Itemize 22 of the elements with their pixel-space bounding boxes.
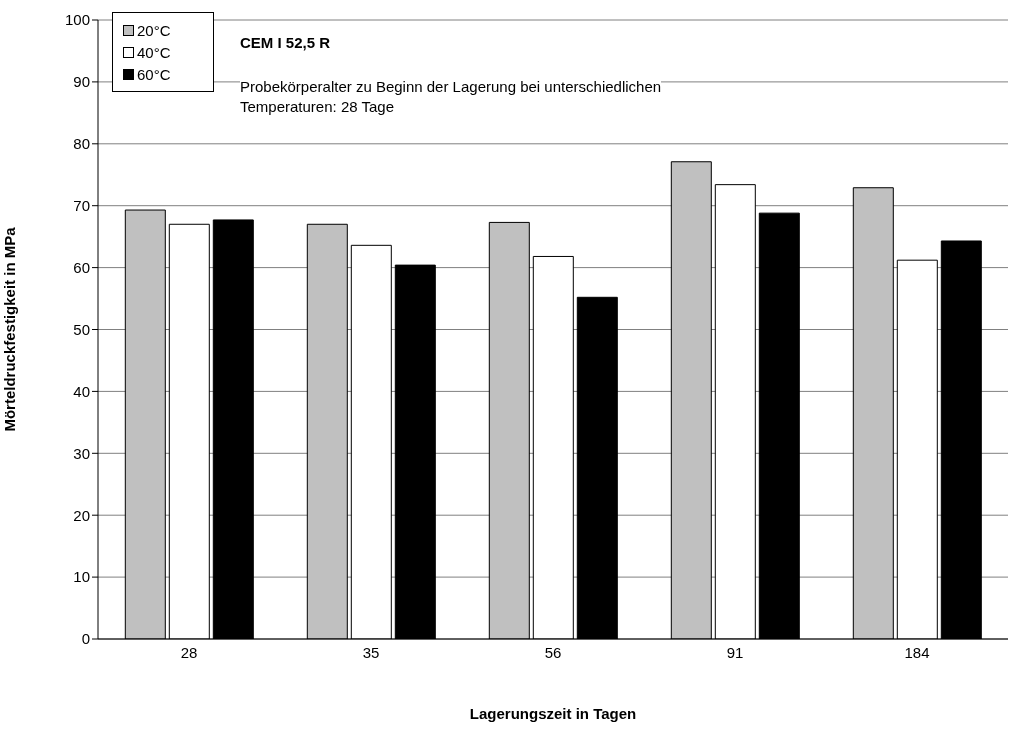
legend-label: 60°C	[137, 65, 171, 83]
x-tick-label: 35	[362, 643, 380, 661]
y-tick-label: 90	[73, 73, 90, 91]
y-tick-label: 60	[73, 258, 90, 276]
y-tick-label: 40	[73, 382, 90, 400]
x-tick-label: 91	[726, 643, 744, 661]
y-tick-label: 80	[73, 135, 90, 153]
x-tick-label: 184	[904, 643, 930, 661]
annotation: Probekörperalter zu Beginn der Lagerung bei unterschiedlichen Temperaturen: 28 Tage	[240, 78, 662, 115]
y-tick-label: 10	[73, 568, 90, 586]
x-tick-label: 28	[180, 643, 198, 661]
x-axis-title: Lagerungszeit in Tagen	[469, 705, 637, 722]
y-tick-label: 100	[64, 11, 90, 29]
legend-label: 20°C	[137, 21, 171, 39]
y-tick-label: 20	[73, 506, 90, 524]
y-tick-label: 0	[81, 630, 90, 648]
legend-label: 40°C	[137, 43, 171, 61]
y-tick-label: 30	[73, 444, 90, 462]
y-tick-label: 50	[73, 320, 90, 338]
x-tick-label: 56	[544, 643, 562, 661]
y-axis-title: Mörteldruckfestigkeit in MPa	[1, 226, 19, 432]
y-tick-label: 70	[73, 197, 90, 215]
